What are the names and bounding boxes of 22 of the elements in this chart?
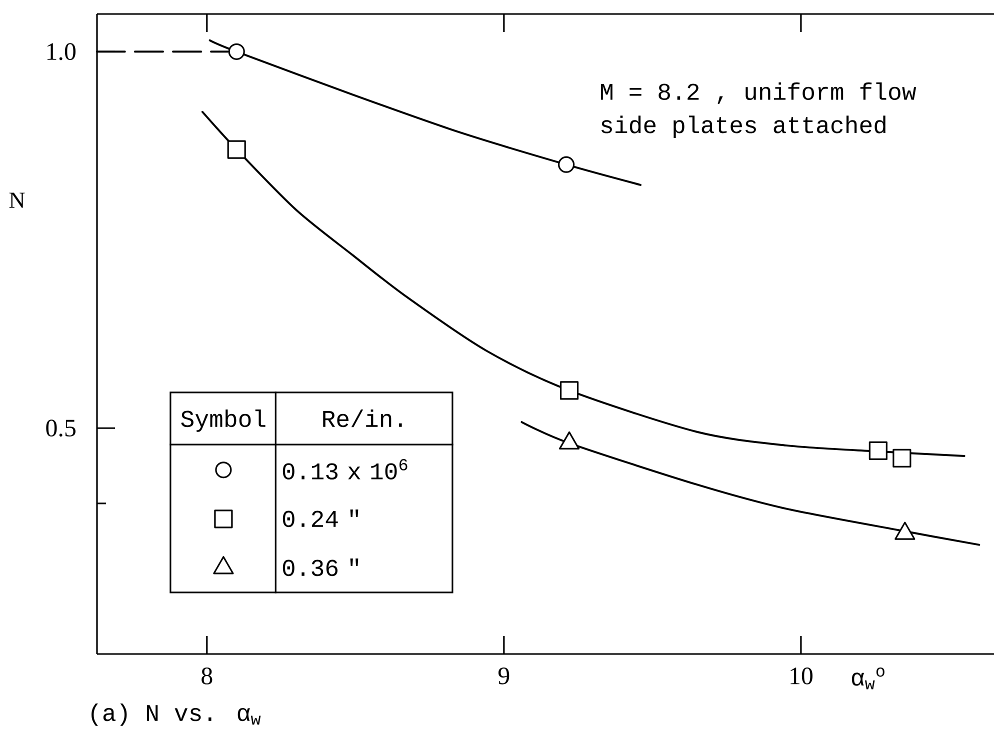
y-tick-label: 1.0 bbox=[47, 43, 76, 60]
x-tick-label: 10 bbox=[790, 668, 812, 684]
point bbox=[892, 448, 912, 468]
x-tick-label: 9 bbox=[498, 668, 510, 684]
line-series bbox=[520, 421, 980, 546]
legend-label: 0.36 " bbox=[282, 558, 358, 576]
legend-title: Re/in. bbox=[323, 409, 402, 428]
point bbox=[228, 43, 245, 60]
x-tick-label: 8 bbox=[202, 668, 212, 684]
legend-label: 0.24 " bbox=[282, 509, 358, 528]
annotation: M = 8.2 , uniform flow bbox=[601, 82, 916, 104]
legend-label: 0.13 x 10$^{6}$ bbox=[282, 459, 408, 480]
point bbox=[868, 441, 888, 460]
point bbox=[227, 140, 246, 159]
point bbox=[560, 381, 579, 400]
text: (a) N vs. α$_{w}$ bbox=[92, 704, 261, 726]
annotation: side plates attached bbox=[601, 116, 886, 138]
annotation: Symbol bbox=[181, 409, 266, 432]
y-axis-title: N bbox=[9, 192, 25, 208]
x-axis-title: α$_{w}$o bbox=[852, 668, 884, 690]
y-tick-label: 0.5 bbox=[46, 420, 76, 437]
point bbox=[558, 156, 575, 173]
